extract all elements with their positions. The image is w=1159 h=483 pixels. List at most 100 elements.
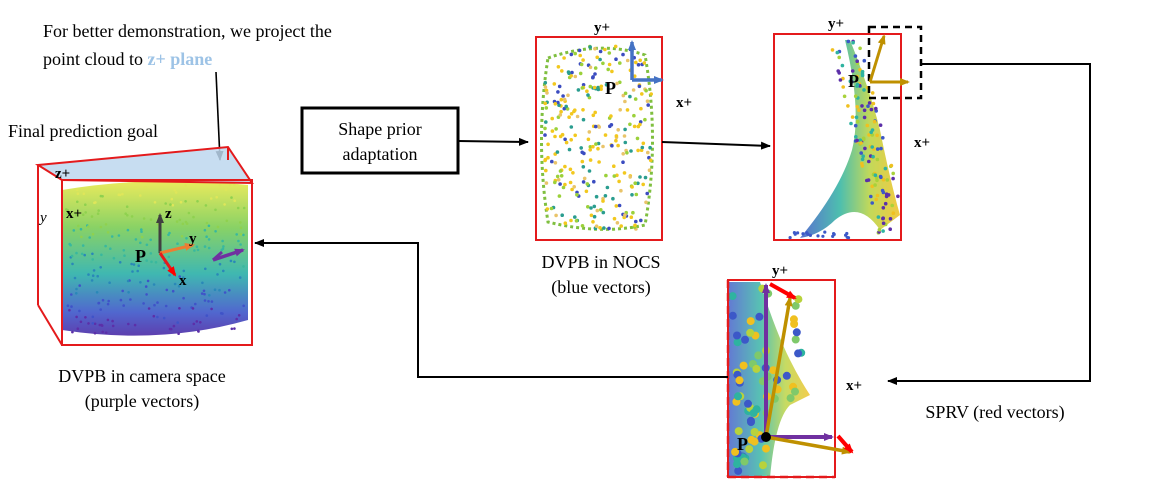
point-dot [619,224,623,228]
point-dot [859,141,863,145]
point-dot [544,168,548,173]
point-dot [877,227,882,232]
point-dot [588,158,593,162]
point-dot [99,308,102,311]
point-dot [881,216,885,220]
point-dot [242,304,245,308]
point-dot [891,176,895,181]
point-dot [878,123,883,127]
point-dot [121,192,124,196]
point-dot [78,284,81,287]
point-dot [589,206,593,210]
point-dot [609,123,614,127]
point-dot [178,218,182,222]
point-dot [203,292,206,296]
point-dot [76,327,80,331]
point-dot [601,210,606,215]
point-dot [84,203,87,206]
point-dot [598,57,602,62]
zoom-gold-vector-y [764,296,793,438]
point-dot [832,232,836,236]
point-dot [171,289,175,293]
point-dot [860,104,864,108]
point-dot [110,235,114,238]
point-dot [204,267,207,271]
point-dot [869,107,874,112]
point-dot [112,256,116,260]
nocs-axis-yplus: y+ [594,20,610,36]
point-dot [841,85,845,89]
point-dot [609,114,613,118]
point-dot [79,320,83,324]
point-dot [869,194,873,199]
point-dot [104,331,108,335]
point-dot [169,203,172,206]
point-dot [561,94,565,98]
point-dot [610,69,614,74]
point-dot [746,416,755,425]
point-dot [233,199,236,202]
point-dot [239,243,242,246]
point-dot [641,182,645,187]
point-dot [769,366,778,375]
point-dot [848,79,853,84]
point-dot [555,150,560,154]
nocs-caption-line-1: DVPB in NOCS [541,252,660,272]
point-dot [598,226,602,230]
point-dot [573,108,577,112]
point-dot [632,124,637,129]
point-dot [728,311,737,320]
point-dot [605,185,610,190]
point-dot [173,282,177,286]
point-dot [637,84,642,89]
point-dot [607,226,611,231]
point-dot [879,175,883,180]
point-dot [591,113,596,118]
point-dot [860,72,865,76]
point-dot [601,199,605,203]
point-dot [883,166,888,171]
arrow-to-nocs [457,137,529,146]
point-dot [603,194,608,198]
point-dot [162,266,166,270]
point-dot [106,302,110,306]
point-dot [857,108,861,112]
point-dot [588,45,592,49]
point-dot [153,303,156,307]
camera-point-cloud [62,181,248,336]
point-dot [740,457,749,466]
point-dot [91,252,94,256]
point-dot [734,466,743,475]
point-dot [585,89,589,93]
point-dot [568,180,573,185]
point-dot [156,301,159,304]
point-dot [559,97,564,102]
point-dot [643,175,648,180]
point-dot [237,314,241,317]
point-dot [636,148,640,153]
point-dot [126,228,130,232]
point-dot [191,307,195,310]
point-dot [731,447,740,456]
camera-origin-p: P [135,246,146,266]
point-dot [139,281,142,284]
point-dot [615,81,619,86]
point-dot [581,83,586,87]
point-dot [588,148,592,152]
point-dot [71,330,74,334]
point-dot [791,387,799,396]
point-dot [791,301,800,310]
point-dot [876,215,881,219]
point-dot [553,102,558,106]
point-dot [629,215,634,219]
point-dot [223,291,227,294]
point-dot [640,92,644,96]
point-dot [594,224,599,228]
zoom-origin-dot [761,432,771,442]
point-dot [193,249,196,252]
point-dot [865,178,869,183]
point-dot [592,85,597,90]
point-dot [851,40,855,45]
point-dot [855,105,859,109]
point-dot [145,243,149,247]
